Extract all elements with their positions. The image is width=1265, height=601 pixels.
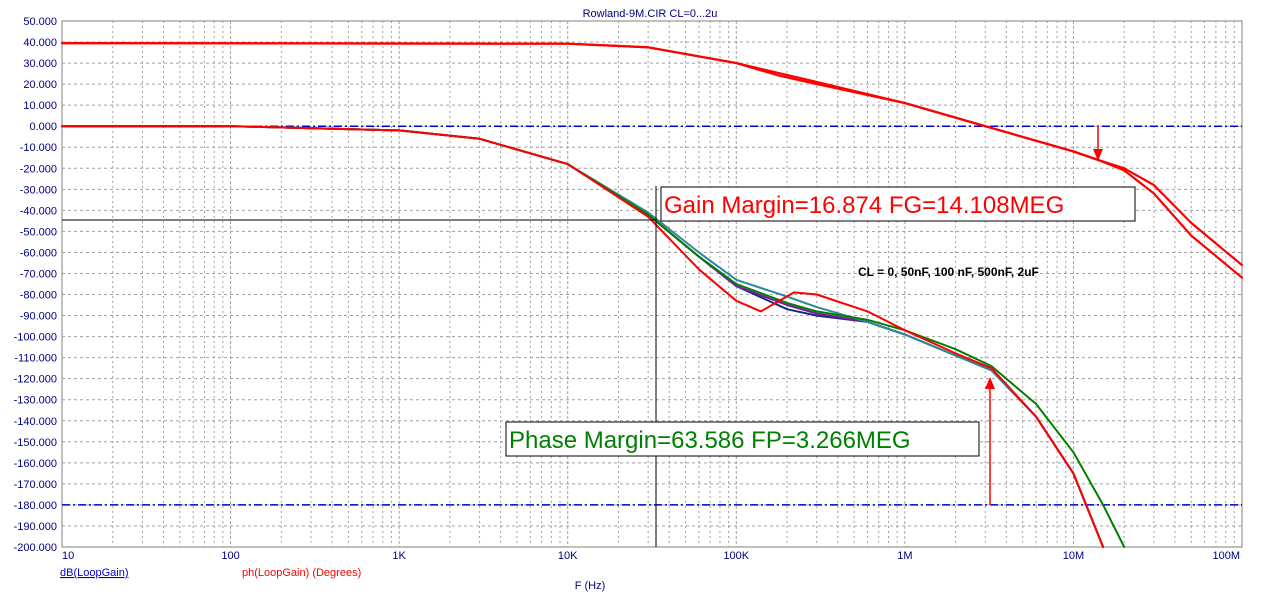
y-tick-label: -150.000 <box>14 437 57 449</box>
x-tick-label: 10 <box>62 550 74 562</box>
y-tick-label: -50.000 <box>20 226 57 238</box>
pm-arrow-head <box>985 377 995 389</box>
x-tick-label: 100M <box>1212 550 1240 562</box>
y-tick-label: 50.000 <box>23 16 57 28</box>
y-tick-label: 0.000 <box>29 121 57 133</box>
legend-gain[interactable]: dB(LoopGain) <box>60 567 129 579</box>
y-tick-label: -180.000 <box>14 500 57 512</box>
y-tick-label: -100.000 <box>14 332 57 344</box>
y-tick-label: -200.000 <box>14 542 57 554</box>
y-tick-label: 40.000 <box>23 37 57 49</box>
y-tick-label: -10.000 <box>20 142 57 154</box>
x-axis-ticks: 10 100 1K 10K 100K 1M 10M 100M <box>62 550 1240 562</box>
x-tick-label: 1K <box>392 550 406 562</box>
series-group <box>60 41 1244 548</box>
y-tick-label: -160.000 <box>14 458 57 470</box>
y-tick-label: -130.000 <box>14 395 57 407</box>
y-tick-label: -70.000 <box>20 268 57 280</box>
y-tick-label: -60.000 <box>20 247 57 259</box>
grid <box>62 21 1242 547</box>
series-line-phase-6 <box>61 125 1105 548</box>
gain-margin-label: Gain Margin=16.874 FG=14.108MEG <box>664 192 1064 219</box>
y-tick-label: -190.000 <box>14 521 57 533</box>
chart-title: Rowland-9M.CIR CL=0...2u <box>583 8 718 20</box>
y-tick-label: -80.000 <box>20 290 57 302</box>
gain-margin-box <box>660 186 1136 222</box>
plot-area <box>61 20 1243 548</box>
x-tick-label: 100 <box>221 550 239 562</box>
y-tick-label: 30.000 <box>23 58 57 70</box>
legend-phase[interactable]: ph(LoopGain) (Degrees) <box>242 567 361 579</box>
x-tick-label: 1M <box>897 550 912 562</box>
y-tick-label: 10.000 <box>23 100 57 112</box>
y-tick-label: -30.000 <box>20 184 57 196</box>
x-tick-label: 10M <box>1063 550 1084 562</box>
x-tick-label: 100K <box>723 550 749 562</box>
gm-arrow-head <box>1093 149 1103 161</box>
phase-margin-label: Phase Margin=63.586 FP=3.266MEG <box>509 427 911 454</box>
phase-margin-box <box>505 421 980 457</box>
series-line-gain-1 <box>60 41 1244 279</box>
y-tick-label: -40.000 <box>20 205 57 217</box>
x-tick-label: 10K <box>558 550 578 562</box>
y-tick-label: -90.000 <box>20 311 57 323</box>
y-tick-label: 20.000 <box>23 79 57 91</box>
y-tick-label: -140.000 <box>14 416 57 428</box>
y-axis-ticks: 50.000 40.000 30.000 20.000 10.000 0.000 -10.0… <box>14 16 57 554</box>
cl-values-note: CL = 0, 50nF, 100 nF, 500nF, 2uF <box>858 265 1039 279</box>
y-tick-label: -20.000 <box>20 163 57 175</box>
y-tick-label: -120.000 <box>14 374 57 386</box>
y-tick-label: -110.000 <box>14 353 57 365</box>
annotations: Gain Margin=16.874 FG=14.108MEG Phase Ma… <box>62 126 1136 547</box>
y-tick-label: -170.000 <box>14 479 57 491</box>
x-axis-label: F (Hz) <box>575 580 606 592</box>
